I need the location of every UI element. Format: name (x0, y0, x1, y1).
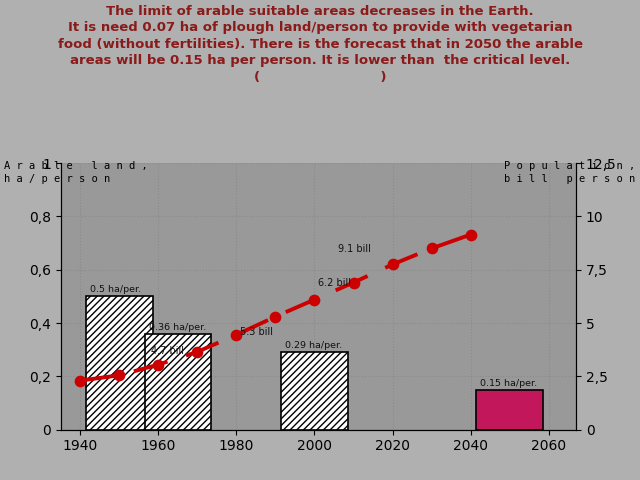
Point (387, 261, 397, 268)
Text: 4.7 bill: 4.7 bill (150, 346, 184, 356)
Text: 5.3 bill: 5.3 bill (241, 327, 273, 337)
Point (231, 331, 241, 338)
Text: 0.5 ha/per.: 0.5 ha/per. (90, 285, 141, 294)
Point (153, 361, 163, 369)
Point (75, 377, 85, 384)
Point (348, 279, 358, 287)
Bar (86, 296, 152, 430)
Text: 9.1 bill: 9.1 bill (338, 244, 371, 254)
Text: 6.2 bill: 6.2 bill (318, 277, 351, 288)
Text: A r a b l e   l a n d ,
h a / p e r s o n: A r a b l e l a n d , h a / p e r s o n (4, 161, 148, 184)
Point (309, 296, 319, 303)
Point (270, 313, 280, 321)
Text: 0.29 ha/per.: 0.29 ha/per. (285, 341, 342, 350)
Bar (282, 352, 348, 430)
Text: The limit of arable suitable areas decreases in the Earth.
It is need 0.07 ha of: The limit of arable suitable areas decre… (58, 5, 582, 84)
Text: 0.36 ha/per.: 0.36 ha/per. (148, 323, 206, 332)
Point (114, 372, 124, 379)
Text: P o p u l a t i o n ,
b i l l   p e r s o n: P o p u l a t i o n , b i l l p e r s o … (504, 161, 636, 184)
Bar (145, 334, 211, 430)
Bar (476, 390, 543, 430)
Point (192, 348, 202, 356)
Text: 0.15 ha/per.: 0.15 ha/per. (481, 379, 538, 387)
Point (465, 231, 476, 239)
Point (426, 245, 436, 252)
